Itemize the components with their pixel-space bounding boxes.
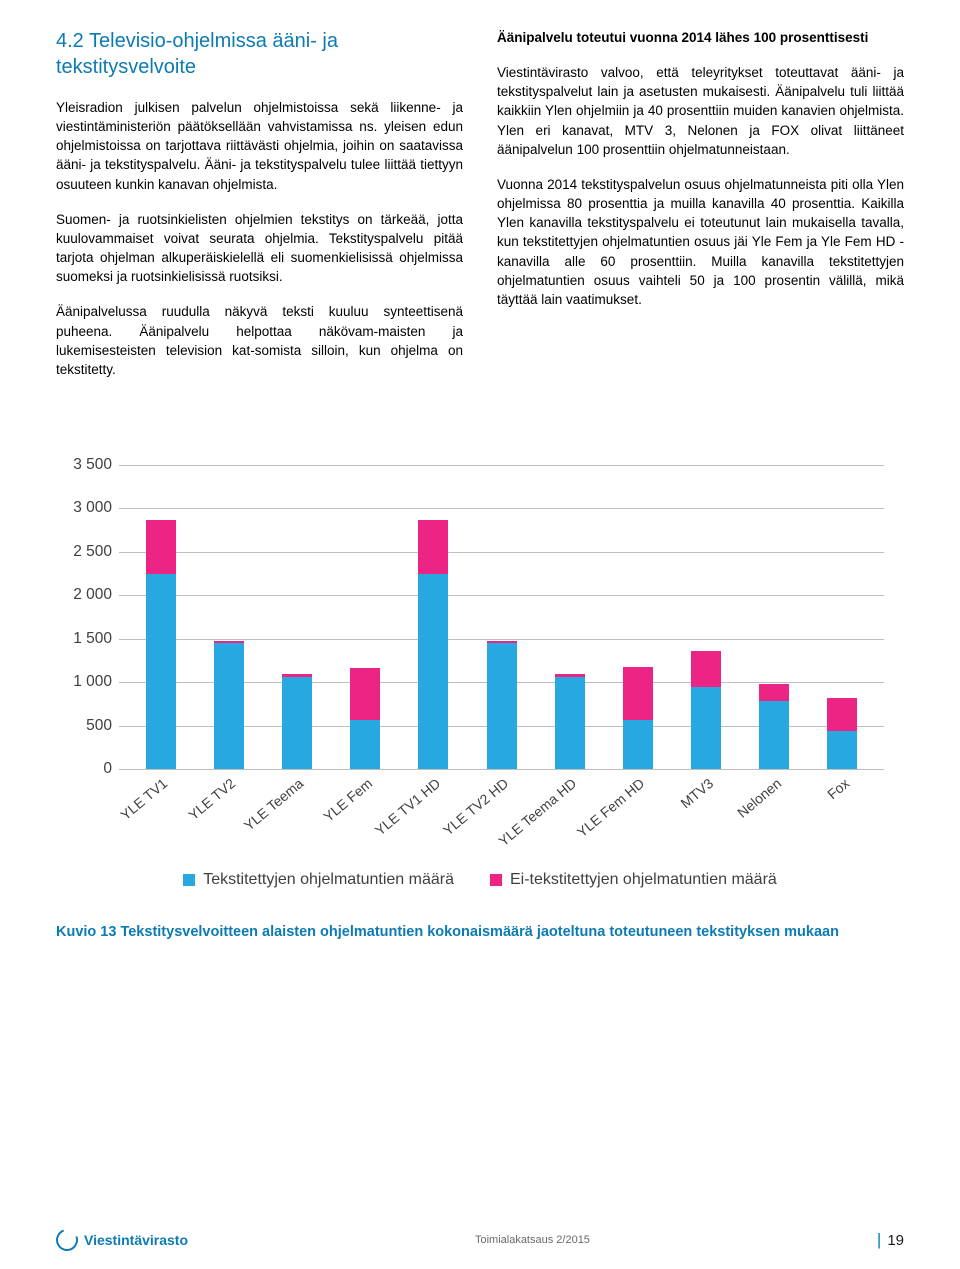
bar-slot xyxy=(331,465,399,769)
x-tick-label: MTV3 xyxy=(677,775,716,811)
legend-swatch-subtitled xyxy=(183,874,195,886)
bar-segment-subtitled xyxy=(759,701,789,769)
y-tick-label: 1 500 xyxy=(56,630,112,648)
page-number: 19 xyxy=(887,1232,904,1249)
bar-segment-subtitled xyxy=(282,677,312,769)
stacked-bar xyxy=(827,698,857,769)
figure-caption: Kuvio 13 Tekstitysvelvoitteen alaisten o… xyxy=(56,923,904,943)
bar-segment-non xyxy=(418,520,448,574)
y-tick-label: 500 xyxy=(56,717,112,735)
bar-segment-subtitled xyxy=(555,677,585,769)
bar-slot xyxy=(399,465,467,769)
bar-segment-subtitled xyxy=(418,574,448,769)
bar-slot xyxy=(672,465,740,769)
y-tick-label: 2 500 xyxy=(56,543,112,561)
bar-slot xyxy=(536,465,604,769)
legend-swatch-non xyxy=(490,874,502,886)
bar-segment-subtitled xyxy=(827,731,857,769)
x-tick-label: YLE TV2 xyxy=(186,775,239,823)
divider-icon: | xyxy=(877,1230,881,1250)
logo-swirl-icon xyxy=(52,1225,81,1254)
y-tick-label: 2 000 xyxy=(56,586,112,604)
bar-slot xyxy=(604,465,672,769)
bar-segment-subtitled xyxy=(214,643,244,769)
y-tick-label: 1 000 xyxy=(56,673,112,691)
right-column: Äänipalvelu toteutui vuonna 2014 lähes 1… xyxy=(497,28,904,395)
section-heading: 4.2 Televisio-ohjelmissa ääni- ja teksti… xyxy=(56,28,463,80)
bar-segment-subtitled xyxy=(487,643,517,769)
stacked-bar xyxy=(350,668,380,769)
bar-slot xyxy=(740,465,808,769)
bar-segment-non xyxy=(759,684,789,701)
bar-slot xyxy=(467,465,535,769)
x-tick-label: Nelonen xyxy=(734,775,784,821)
stacked-bar xyxy=(282,674,312,770)
stacked-bar-chart: 05001 0001 5002 0002 5003 0003 500 YLE T… xyxy=(56,465,896,805)
stacked-bar xyxy=(759,684,789,769)
chart-legend: Tekstitettyjen ohjelmatuntien määrä Ei-t… xyxy=(56,871,904,889)
footer-page-number: | 19 xyxy=(877,1230,904,1250)
y-tick-label: 3 000 xyxy=(56,499,112,517)
chart-container: 05001 0001 5002 0002 5003 0003 500 YLE T… xyxy=(56,465,904,943)
y-tick-label: 3 500 xyxy=(56,456,112,474)
footer-logo: Viestintävirasto xyxy=(56,1229,188,1251)
bar-slot xyxy=(263,465,331,769)
logo-text: Viestintävirasto xyxy=(84,1232,188,1248)
stacked-bar xyxy=(623,667,653,769)
stacked-bar xyxy=(146,520,176,769)
stacked-bar xyxy=(418,520,448,769)
lead-paragraph: Äänipalvelu toteutui vuonna 2014 lähes 1… xyxy=(497,28,904,47)
left-column: 4.2 Televisio-ohjelmissa ääni- ja teksti… xyxy=(56,28,463,395)
x-tick-label: Fox xyxy=(824,775,852,802)
bar-segment-non xyxy=(623,667,653,721)
bar-slot xyxy=(127,465,195,769)
body-paragraph: Suomen- ja ruotsinkielisten ohjelmien te… xyxy=(56,210,463,287)
body-paragraph: Yleisradion julkisen palvelun ohjelmisto… xyxy=(56,98,463,194)
y-tick-label: 0 xyxy=(56,760,112,778)
bar-segment-subtitled xyxy=(146,574,176,769)
body-paragraph: Äänipalvelussa ruudulla näkyvä teksti ku… xyxy=(56,302,463,379)
page-footer: Viestintävirasto Toimialakatsaus 2/2015 … xyxy=(56,1229,904,1251)
body-paragraph: Viestintävirasto valvoo, että teleyrityk… xyxy=(497,63,904,159)
legend-label: Ei-tekstitettyjen ohjelmatuntien määrä xyxy=(510,871,777,889)
plot-area xyxy=(118,465,884,769)
bar-slot xyxy=(808,465,876,769)
bar-segment-non xyxy=(691,651,721,687)
bar-segment-non xyxy=(350,668,380,720)
stacked-bar xyxy=(214,641,244,769)
legend-item: Ei-tekstitettyjen ohjelmatuntien määrä xyxy=(490,871,777,889)
bar-segment-subtitled xyxy=(691,687,721,769)
bar-slot xyxy=(195,465,263,769)
two-column-text: 4.2 Televisio-ohjelmissa ääni- ja teksti… xyxy=(56,28,904,395)
stacked-bar xyxy=(555,674,585,770)
body-paragraph: Vuonna 2014 tekstityspalvelun osuus ohje… xyxy=(497,175,904,309)
stacked-bar xyxy=(691,651,721,769)
legend-item: Tekstitettyjen ohjelmatuntien määrä xyxy=(183,871,454,889)
bar-segment-non xyxy=(146,520,176,574)
legend-label: Tekstitettyjen ohjelmatuntien määrä xyxy=(203,871,454,889)
bar-segment-subtitled xyxy=(623,720,653,769)
bar-segment-subtitled xyxy=(350,720,380,769)
stacked-bar xyxy=(487,641,517,769)
bar-segment-non xyxy=(827,698,857,731)
x-tick-label: YLE TV1 xyxy=(117,775,170,823)
footer-center-text: Toimialakatsaus 2/2015 xyxy=(188,1234,877,1246)
